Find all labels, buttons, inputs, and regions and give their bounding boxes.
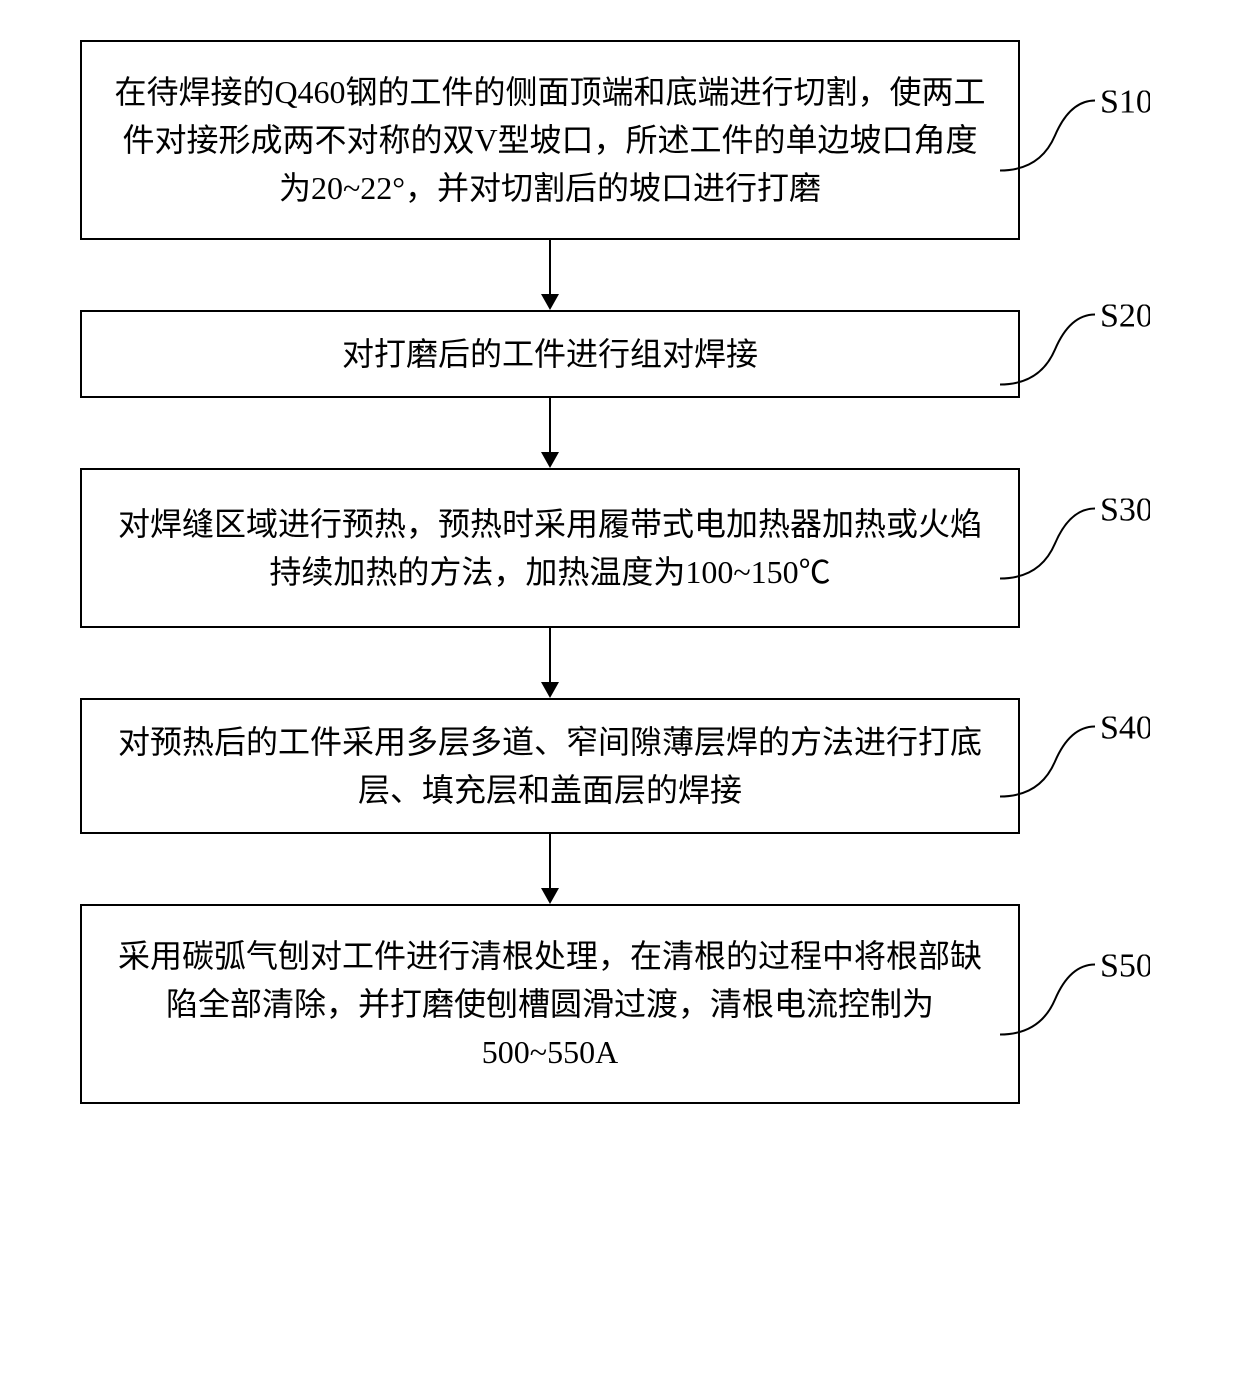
step-text: 采用碳弧气刨对工件进行清根处理，在清根的过程中将根部缺陷全部清除，并打磨使刨槽圆… [110,932,990,1076]
step-row: 在待焊接的Q460钢的工件的侧面顶端和底端进行切割，使两工件对接形成两不对称的双… [20,40,1220,240]
step-row: 采用碳弧气刨对工件进行清根处理，在清根的过程中将根部缺陷全部清除，并打磨使刨槽圆… [20,904,1220,1104]
arrow-head [541,682,559,698]
connector-s20: S20 [1020,314,1220,394]
connector-s30: S30 [1020,508,1220,588]
arrow-line [549,398,551,452]
arrow-head [541,294,559,310]
arrow-head [541,888,559,904]
step-label: S30 [1100,499,1150,529]
arrow-head [541,452,559,468]
arrow-icon [541,240,559,310]
curve-icon: S10 [1000,91,1150,181]
step-row: 对预热后的工件采用多层多道、窄间隙薄层焊的方法进行打底层、填充层和盖面层的焊接 … [20,698,1220,834]
step-label: S20 [1100,305,1150,335]
step-text: 对打磨后的工件进行组对焊接 [342,330,758,378]
step-text: 在待焊接的Q460钢的工件的侧面顶端和底端进行切割，使两工件对接形成两不对称的双… [110,68,990,212]
arrow-line [549,240,551,294]
connector-s50: S50 [1020,964,1220,1044]
curve-icon: S30 [1000,499,1150,589]
arrow-icon [541,628,559,698]
step-label: S40 [1100,717,1150,747]
step-box-s50: 采用碳弧气刨对工件进行清根处理，在清根的过程中将根部缺陷全部清除，并打磨使刨槽圆… [80,904,1020,1104]
step-label: S50 [1100,955,1150,985]
step-row: 对打磨后的工件进行组对焊接 S20 [20,310,1220,398]
arrow-icon [541,834,559,904]
step-box-s10: 在待焊接的Q460钢的工件的侧面顶端和底端进行切割，使两工件对接形成两不对称的双… [80,40,1020,240]
step-text: 对预热后的工件采用多层多道、窄间隙薄层焊的方法进行打底层、填充层和盖面层的焊接 [110,718,990,814]
step-text: 对焊缝区域进行预热，预热时采用履带式电加热器加热或火焰持续加热的方法，加热温度为… [110,500,990,596]
curve-icon: S20 [1000,305,1150,395]
step-row: 对焊缝区域进行预热，预热时采用履带式电加热器加热或火焰持续加热的方法，加热温度为… [20,468,1220,628]
connector-s10: S10 [1020,100,1220,180]
arrow-icon [541,398,559,468]
curve-icon: S40 [1000,717,1150,807]
arrow-line [549,628,551,682]
arrow-line [549,834,551,888]
step-box-s40: 对预热后的工件采用多层多道、窄间隙薄层焊的方法进行打底层、填充层和盖面层的焊接 [80,698,1020,834]
step-box-s20: 对打磨后的工件进行组对焊接 [80,310,1020,398]
curve-icon: S50 [1000,955,1150,1045]
step-box-s30: 对焊缝区域进行预热，预热时采用履带式电加热器加热或火焰持续加热的方法，加热温度为… [80,468,1020,628]
flowchart-container: 在待焊接的Q460钢的工件的侧面顶端和底端进行切割，使两工件对接形成两不对称的双… [20,40,1220,1104]
connector-s40: S40 [1020,726,1220,806]
step-label: S10 [1100,91,1150,121]
